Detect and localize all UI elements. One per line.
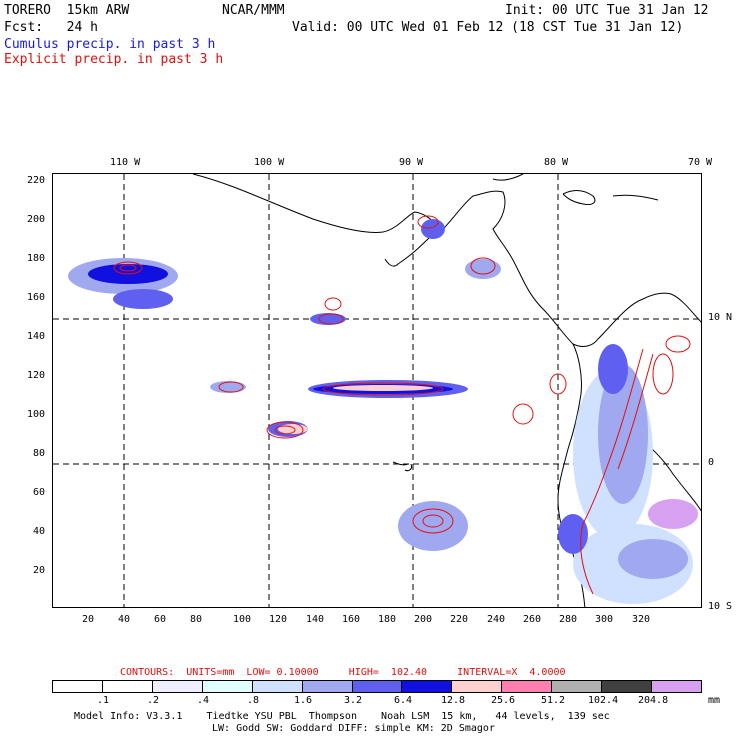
y-tick-label: 220 [27,175,46,186]
organization: NCAR/MMM [222,3,285,18]
color-bar-cell [602,681,653,692]
color-bar [52,680,702,693]
color-bar-label: .2 [147,695,160,706]
x-tick-label: 40 [118,614,131,625]
x-tick-label: 160 [342,614,361,625]
valid-time: Valid: 00 UTC Wed 01 Feb 12 (18 CST Tue … [292,20,684,35]
color-bar-cell [152,681,203,692]
lat-label: 10 N [708,312,733,323]
physics-info-line: LW: Godd SW: Goddard DIFF: simple KM: 2D… [212,723,495,734]
color-bar-label: 6.4 [394,695,413,706]
color-bar-cell [352,681,403,692]
color-bar-label: 12.8 [441,695,466,706]
init-time: Init: 00 UTC Tue 31 Jan 12 [505,3,709,18]
y-tick-label: 160 [27,292,46,303]
precip-map [53,174,701,607]
lon-label: 80 W [544,157,569,168]
lat-label: 10 S [708,601,733,612]
color-bar-label: .4 [197,695,210,706]
color-bar-label: 3.2 [344,695,363,706]
x-tick-label: 20 [82,614,95,625]
color-bar-cell [302,681,353,692]
color-bar-cell [53,681,103,692]
color-bar-cell [552,681,603,692]
lon-label: 100 W [254,157,285,168]
x-tick-label: 60 [154,614,167,625]
lon-label: 70 W [688,157,713,168]
model-info-line: Model Info: V3.3.1 Tiedtke YSU PBL Thomp… [74,711,610,722]
x-tick-label: 140 [306,614,325,625]
color-bar-cell [202,681,253,692]
lon-label: 110 W [110,157,141,168]
color-bar-cell [452,681,503,692]
x-tick-label: 300 [595,614,614,625]
color-bar-cell [402,681,453,692]
contours-legend: CONTOURS: UNITS=mm LOW= 0.10000 HIGH= 10… [120,667,566,678]
explicit-precip [113,215,691,595]
x-tick-label: 80 [190,614,203,625]
map-panel [52,173,702,608]
x-tick-label: 280 [559,614,578,625]
x-tick-label: 120 [269,614,288,625]
y-tick-label: 60 [33,487,46,498]
color-bar-label: 51.2 [541,695,566,706]
y-tick-label: 140 [27,331,46,342]
color-bar-units: mm [708,695,721,706]
color-bar-label: .8 [247,695,260,706]
color-bar-cell [102,681,153,692]
color-bar-cell [502,681,553,692]
y-tick-label: 20 [33,565,46,576]
forecast-hour: Fcst: 24 h [4,20,98,35]
lat-label: 0 [708,457,715,468]
y-tick-label: 100 [27,409,46,420]
x-tick-label: 220 [450,614,469,625]
x-tick-label: 180 [378,614,397,625]
color-bar-label: 1.6 [294,695,313,706]
y-tick-label: 120 [27,370,46,381]
color-bar-label: .1 [97,695,110,706]
cumulus-precip [68,219,698,604]
cumulus-label: Cumulus precip. in past 3 h [4,37,216,52]
y-tick-label: 80 [33,448,46,459]
lon-label: 90 W [399,157,424,168]
x-tick-label: 320 [632,614,651,625]
explicit-label: Explicit precip. in past 3 h [4,52,224,67]
color-bar-label: 25.6 [491,695,516,706]
model-name: TORERO 15km ARW [4,3,130,18]
color-bar-cell [652,681,701,692]
y-tick-label: 200 [27,214,46,225]
x-tick-label: 260 [523,614,542,625]
color-bar-label: 204.8 [638,695,669,706]
color-bar-label: 102.4 [588,695,619,706]
x-tick-label: 240 [487,614,506,625]
x-tick-label: 200 [414,614,433,625]
y-tick-label: 40 [33,526,46,537]
y-tick-label: 180 [27,253,46,264]
color-bar-cell [252,681,303,692]
x-tick-label: 100 [233,614,252,625]
